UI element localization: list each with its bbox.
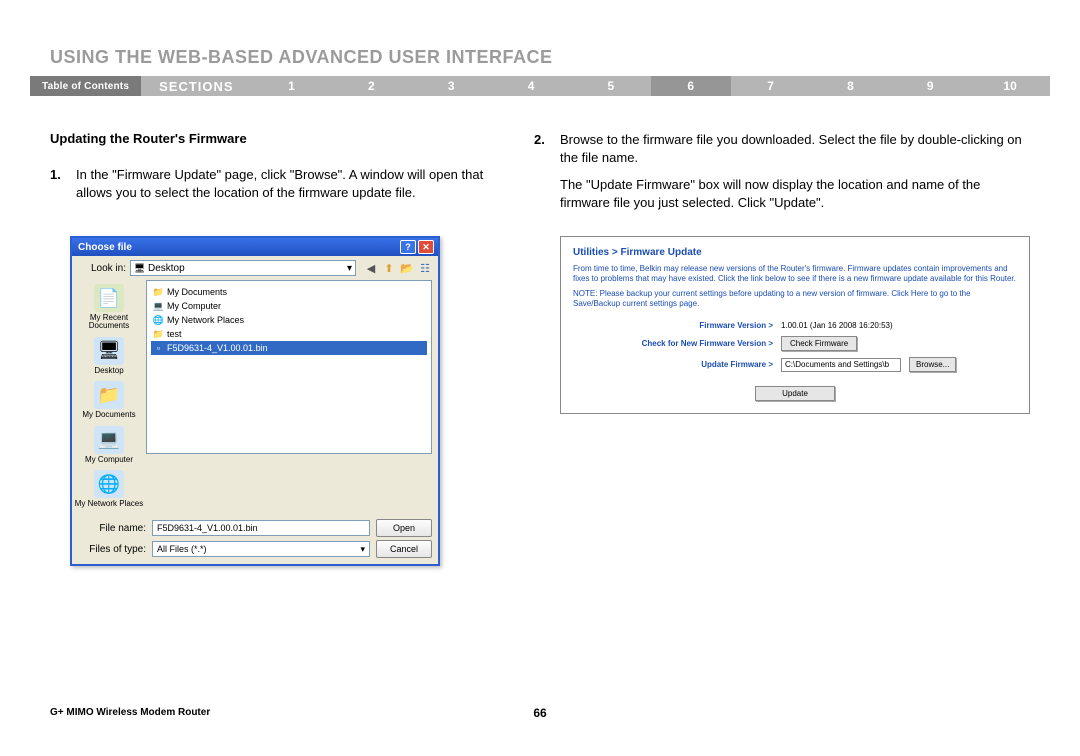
file-list[interactable]: 📁My Documents 💻My Computer 🌐My Network P… bbox=[146, 280, 432, 454]
choose-file-dialog: Choose file ? ✕ Look in: 🖥 Desktop ▾ ◀ ⬆… bbox=[70, 236, 440, 566]
open-button[interactable]: Open bbox=[376, 519, 432, 537]
place-desktop[interactable]: 🖥Desktop bbox=[94, 337, 124, 375]
network-icon: 🌐 bbox=[153, 315, 164, 326]
list-item[interactable]: 🌐My Network Places bbox=[151, 313, 427, 327]
section-2[interactable]: 2 bbox=[331, 76, 411, 96]
footer: G+ MIMO Wireless Modem Router 66 bbox=[50, 707, 1030, 718]
step-2-number: 2. bbox=[534, 131, 560, 166]
dialog-bottom: File name: F5D9631-4_V1.00.01.bin Open F… bbox=[72, 512, 438, 564]
dialog-toolbar: ◀ ⬆ 📂 ☷ bbox=[360, 261, 432, 275]
dialog-lookin-row: Look in: 🖥 Desktop ▾ ◀ ⬆ 📂 ☷ bbox=[72, 256, 438, 280]
subheading: Updating the Router's Firmware bbox=[50, 131, 484, 146]
filetype-label: Files of type: bbox=[78, 544, 146, 555]
computer-icon: 💻 bbox=[94, 426, 124, 454]
computer-icon: 💻 bbox=[153, 301, 164, 312]
new-folder-icon[interactable]: 📂 bbox=[400, 261, 414, 275]
page-number: 66 bbox=[533, 706, 546, 720]
filename-input[interactable]: F5D9631-4_V1.00.01.bin bbox=[152, 520, 370, 536]
section-10[interactable]: 10 bbox=[970, 76, 1050, 96]
section-bar: Table of Contents SECTIONS 1 2 3 4 5 6 7… bbox=[30, 76, 1050, 96]
list-item[interactable]: 📁My Documents bbox=[151, 285, 427, 299]
step-1-number: 1. bbox=[50, 166, 76, 201]
version-label: Firmware Version > bbox=[573, 321, 773, 330]
lookin-value: Desktop bbox=[148, 263, 185, 274]
section-8[interactable]: 8 bbox=[810, 76, 890, 96]
section-7[interactable]: 7 bbox=[731, 76, 811, 96]
left-column: Updating the Router's Firmware 1. In the… bbox=[50, 131, 484, 566]
dialog-title: Choose file bbox=[78, 242, 132, 253]
list-item[interactable]: 📁test bbox=[151, 327, 427, 341]
place-documents[interactable]: 📁My Documents bbox=[82, 381, 135, 419]
lookin-label: Look in: bbox=[78, 263, 126, 274]
list-item[interactable]: 💻My Computer bbox=[151, 299, 427, 313]
step-2-text: Browse to the firmware file you download… bbox=[560, 131, 1030, 166]
file-icon: ▫ bbox=[153, 343, 164, 354]
check-label: Check for New Firmware Version > bbox=[573, 339, 773, 348]
list-item-selected[interactable]: ▫F5D9631-4_V1.00.01.bin bbox=[151, 341, 427, 355]
cancel-button[interactable]: Cancel bbox=[376, 540, 432, 558]
breadcrumb: Utilities > Firmware Update bbox=[573, 247, 1017, 258]
section-9[interactable]: 9 bbox=[890, 76, 970, 96]
docs-icon: 📁 bbox=[94, 381, 124, 409]
place-recent[interactable]: 📄My Recent Documents bbox=[74, 284, 144, 331]
lookin-dropdown[interactable]: 🖥 Desktop ▾ bbox=[130, 260, 356, 276]
sections-label: SECTIONS bbox=[141, 76, 251, 96]
dialog-titlebar: Choose file ? ✕ bbox=[72, 238, 438, 256]
views-icon[interactable]: ☷ bbox=[418, 261, 432, 275]
place-computer[interactable]: 💻My Computer bbox=[85, 426, 133, 464]
desktop-icon: 🖥 bbox=[134, 263, 145, 274]
folder-icon: 📁 bbox=[153, 287, 164, 298]
firmware-panel: Utilities > Firmware Update From time to… bbox=[560, 236, 1030, 414]
recent-icon: 📄 bbox=[94, 284, 124, 312]
section-5[interactable]: 5 bbox=[571, 76, 651, 96]
step-2-paragraph: The "Update Firmware" box will now displ… bbox=[560, 176, 1030, 211]
firmware-path-input[interactable]: C:\Documents and Settings\b bbox=[781, 358, 901, 372]
version-value: 1.00.01 (Jan 16 2008 16:20:53) bbox=[781, 321, 893, 330]
folder-icon: 📁 bbox=[153, 329, 164, 340]
browse-button[interactable]: Browse... bbox=[909, 357, 956, 372]
update-button[interactable]: Update bbox=[755, 386, 835, 401]
update-label: Update Firmware > bbox=[573, 360, 773, 369]
check-firmware-row: Check for New Firmware Version > Check F… bbox=[573, 336, 1017, 351]
firmware-description: From time to time, Belkin may release ne… bbox=[573, 264, 1017, 284]
section-6[interactable]: 6 bbox=[651, 76, 731, 96]
page-title: USING THE WEB-BASED ADVANCED USER INTERF… bbox=[0, 0, 1080, 76]
filename-label: File name: bbox=[78, 523, 146, 534]
step-1-text: In the "Firmware Update" page, click "Br… bbox=[76, 166, 484, 201]
help-icon[interactable]: ? bbox=[400, 240, 416, 254]
close-icon[interactable]: ✕ bbox=[418, 240, 434, 254]
toc-link[interactable]: Table of Contents bbox=[30, 76, 141, 96]
filetype-dropdown[interactable]: All Files (*.*)▾ bbox=[152, 541, 370, 557]
update-firmware-row: Update Firmware > C:\Documents and Setti… bbox=[573, 357, 1017, 372]
right-column: 2. Browse to the firmware file you downl… bbox=[534, 131, 1030, 566]
section-3[interactable]: 3 bbox=[411, 76, 491, 96]
product-name: G+ MIMO Wireless Modem Router bbox=[50, 707, 210, 718]
dialog-body: 📄My Recent Documents 🖥Desktop 📁My Docume… bbox=[72, 280, 438, 512]
back-icon[interactable]: ◀ bbox=[364, 261, 378, 275]
chevron-down-icon: ▾ bbox=[347, 263, 352, 274]
chevron-down-icon: ▾ bbox=[360, 544, 365, 555]
section-1[interactable]: 1 bbox=[252, 76, 332, 96]
desktop-place-icon: 🖥 bbox=[94, 337, 124, 365]
check-firmware-button[interactable]: Check Firmware bbox=[781, 336, 857, 351]
place-network[interactable]: 🌐My Network Places bbox=[75, 470, 143, 508]
step-1: 1. In the "Firmware Update" page, click … bbox=[50, 166, 484, 201]
step-2: 2. Browse to the firmware file you downl… bbox=[534, 131, 1030, 166]
content-area: Updating the Router's Firmware 1. In the… bbox=[0, 96, 1080, 566]
up-icon[interactable]: ⬆ bbox=[382, 261, 396, 275]
section-4[interactable]: 4 bbox=[491, 76, 571, 96]
network-icon: 🌐 bbox=[94, 470, 124, 498]
firmware-note: NOTE: Please backup your current setting… bbox=[573, 289, 1017, 309]
firmware-version-row: Firmware Version > 1.00.01 (Jan 16 2008 … bbox=[573, 321, 1017, 330]
places-bar: 📄My Recent Documents 🖥Desktop 📁My Docume… bbox=[72, 280, 146, 512]
